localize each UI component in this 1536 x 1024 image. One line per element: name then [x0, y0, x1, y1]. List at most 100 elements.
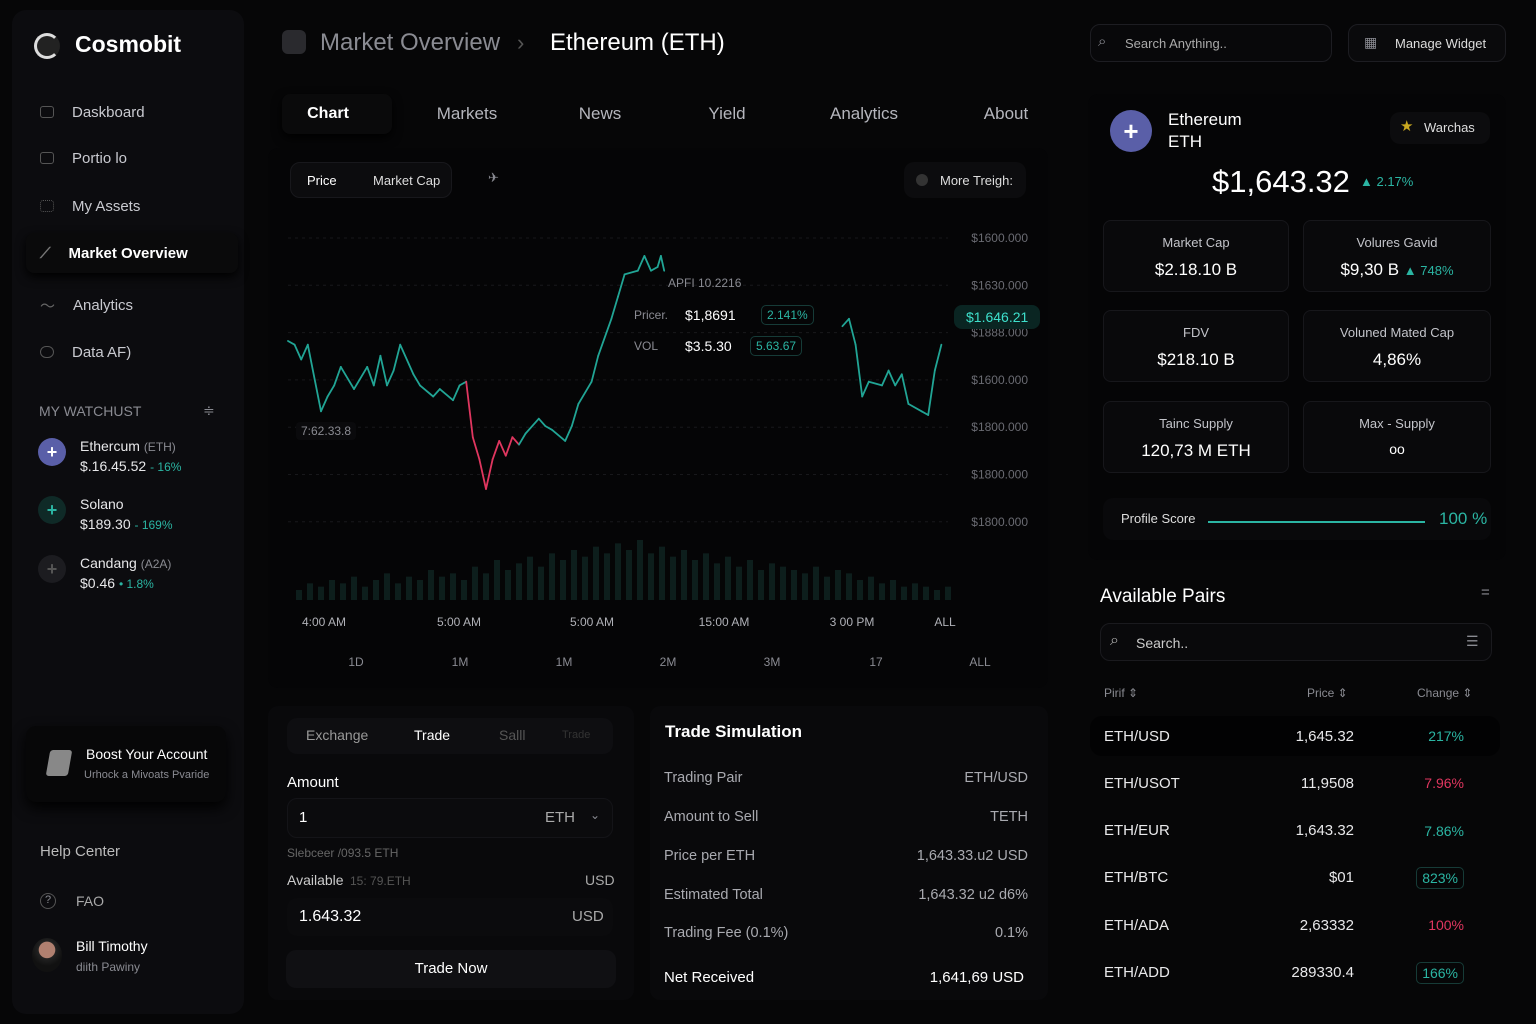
watchlist-sort-icon[interactable]: ≑: [203, 402, 215, 418]
pair-name: ETH/USD: [1104, 727, 1170, 745]
avatar[interactable]: [32, 938, 62, 972]
sidebar-item-data[interactable]: Data AF): [26, 332, 238, 372]
amount-value: 1: [299, 809, 308, 826]
sidebar-item-analytics[interactable]: 〜 Analytics: [26, 285, 238, 325]
sidebar-item-dashboard[interactable]: Daskboard: [26, 92, 238, 132]
chevron-down-icon[interactable]: ⌄: [590, 808, 601, 822]
sidebar-item-market-overview[interactable]: ⟋ Market Overview: [26, 233, 238, 273]
search-icon: ⌕: [1098, 33, 1107, 50]
pair-name: ETH/EUR: [1104, 822, 1170, 840]
pair-row[interactable]: ETH/USD 1,645.32 217%: [1090, 716, 1500, 756]
pair-row[interactable]: ETH/USOT 11,9508 7.96%: [1090, 763, 1500, 803]
watchlist-item-candang[interactable]: + Candang (A2A) $0.46 • 1.8%: [38, 555, 171, 591]
watchlist-button[interactable]: [1390, 112, 1490, 144]
filter-icon[interactable]: ☰: [1466, 633, 1479, 649]
sidebar-item-assets[interactable]: My Assets: [26, 186, 238, 226]
tab-chart[interactable]: Chart: [307, 105, 349, 122]
pair-row[interactable]: ETH/ADD 289330.4 166%: [1090, 953, 1500, 993]
coin-change: - 16%: [150, 460, 182, 474]
price-line-segment: [511, 436, 520, 446]
pairs-search-input[interactable]: [1100, 623, 1492, 661]
faq-link[interactable]: FAO: [76, 893, 105, 909]
tab-trade[interactable]: Trade: [414, 727, 451, 743]
range-button[interactable]: 17: [869, 655, 883, 669]
coin-ticker: ETH: [1168, 132, 1202, 151]
volume-bar: [758, 570, 764, 600]
box-icon: [45, 750, 73, 776]
tab-sell[interactable]: Salll: [499, 727, 526, 743]
sidebar-item-portfolio[interactable]: Portio lo: [26, 138, 238, 178]
price-line-segment: [399, 343, 415, 376]
range-button[interactable]: 2M: [660, 655, 677, 669]
amount-input[interactable]: [287, 798, 613, 838]
nav-label: Daskboard: [72, 103, 145, 121]
price-toggle[interactable]: Price: [307, 173, 337, 188]
price-line-segment: [597, 317, 613, 357]
market-cap-toggle[interactable]: Market Cap: [373, 173, 441, 188]
coin-change: • 1.8%: [118, 577, 154, 591]
coin-price: $1,643.32: [1212, 164, 1350, 199]
volume-bar: [593, 546, 599, 600]
pair-row[interactable]: ETH/EUR 1,643.32 7.86%: [1090, 811, 1500, 851]
available-label: Available: [287, 872, 344, 888]
tab-yield[interactable]: Yield: [708, 104, 746, 123]
col-header-change[interactable]: Change ⇕: [1417, 686, 1473, 700]
volume-bar: [835, 570, 841, 600]
trade-now-button[interactable]: Trade Now: [286, 950, 616, 988]
range-button[interactable]: 1M: [452, 655, 469, 669]
tab-markets[interactable]: Markets: [436, 104, 498, 123]
menu-icon[interactable]: =: [1481, 584, 1490, 601]
range-button[interactable]: 1D: [348, 655, 364, 669]
balance-text: Slebceer /093.5 ETH: [287, 846, 399, 860]
price-line-segment: [617, 273, 626, 298]
tooltip-price: $1,8691: [685, 307, 736, 323]
volume-bar: [648, 553, 654, 600]
help-icon: ?: [40, 893, 56, 909]
x-tick-label: 5:00 AM: [570, 615, 614, 629]
portfolio-icon: [40, 152, 54, 164]
price-line-segment: [551, 428, 567, 442]
stat-max-supply: Max - Supply oo: [1303, 401, 1491, 473]
volume-bar: [406, 576, 412, 600]
volume-bar: [395, 583, 401, 600]
sim-label: Trading Pair: [664, 770, 743, 786]
breadcrumb-parent[interactable]: Market Overview: [320, 29, 501, 56]
col-header-pair[interactable]: Pirif ⇕: [1104, 686, 1139, 700]
pair-name: ETH/ADA: [1104, 916, 1170, 934]
currency-select[interactable]: ETH: [545, 809, 575, 826]
price-chart[interactable]: $1600.000 $1630.000 $1888.000 $1600.000 $180…: [268, 148, 1048, 688]
pair-price: 1,643.32: [1295, 822, 1354, 840]
tooltip-vol-change: 5.63.67: [750, 336, 803, 356]
pair-row[interactable]: ETH/BTC $01 823%: [1090, 858, 1500, 898]
tab-news[interactable]: News: [578, 104, 622, 123]
range-button[interactable]: 1M: [556, 655, 573, 669]
tab-trade-2[interactable]: Trade: [562, 729, 591, 741]
pair-row[interactable]: ETH/ADA 2,63332 100%: [1090, 905, 1500, 945]
watchlist-item-eth[interactable]: + Ethercum (ETH) $.16.45.52 - 16%: [38, 438, 181, 474]
volume-bar: [571, 550, 577, 600]
tab-analytics[interactable]: Analytics: [829, 104, 899, 123]
pair-price: 289330.4: [1291, 964, 1354, 981]
col-header-price[interactable]: Price ⇕: [1307, 686, 1348, 700]
watchlist-button-label: Warchas: [1424, 120, 1475, 135]
range-button[interactable]: ALL: [969, 655, 991, 669]
watchlist-title: MY WATCHUST: [39, 403, 142, 419]
usd-unit: USD: [572, 908, 604, 925]
stat-change: ▲ 748%: [1403, 263, 1454, 278]
sim-value: 0.1%: [994, 925, 1028, 941]
manage-widget-button[interactable]: [1348, 24, 1506, 62]
pin-icon[interactable]: ✈: [488, 170, 499, 185]
range-button[interactable]: 3M: [764, 655, 781, 669]
tab-about[interactable]: About: [983, 104, 1029, 123]
y-tick-label: $1800.000: [971, 468, 1028, 482]
search-input[interactable]: [1090, 24, 1332, 62]
volume-bar: [846, 573, 852, 600]
volume-bar: [296, 590, 302, 600]
coin-ticker: (ETH): [143, 440, 176, 454]
usd-input[interactable]: [287, 898, 613, 936]
watchlist-item-sol[interactable]: + Solano $189.30 - 169%: [38, 496, 173, 532]
volume-bar: [670, 556, 676, 600]
volume-bar: [494, 560, 500, 600]
price-line-segment: [379, 354, 388, 387]
tab-exchange[interactable]: Exchange: [306, 727, 369, 743]
